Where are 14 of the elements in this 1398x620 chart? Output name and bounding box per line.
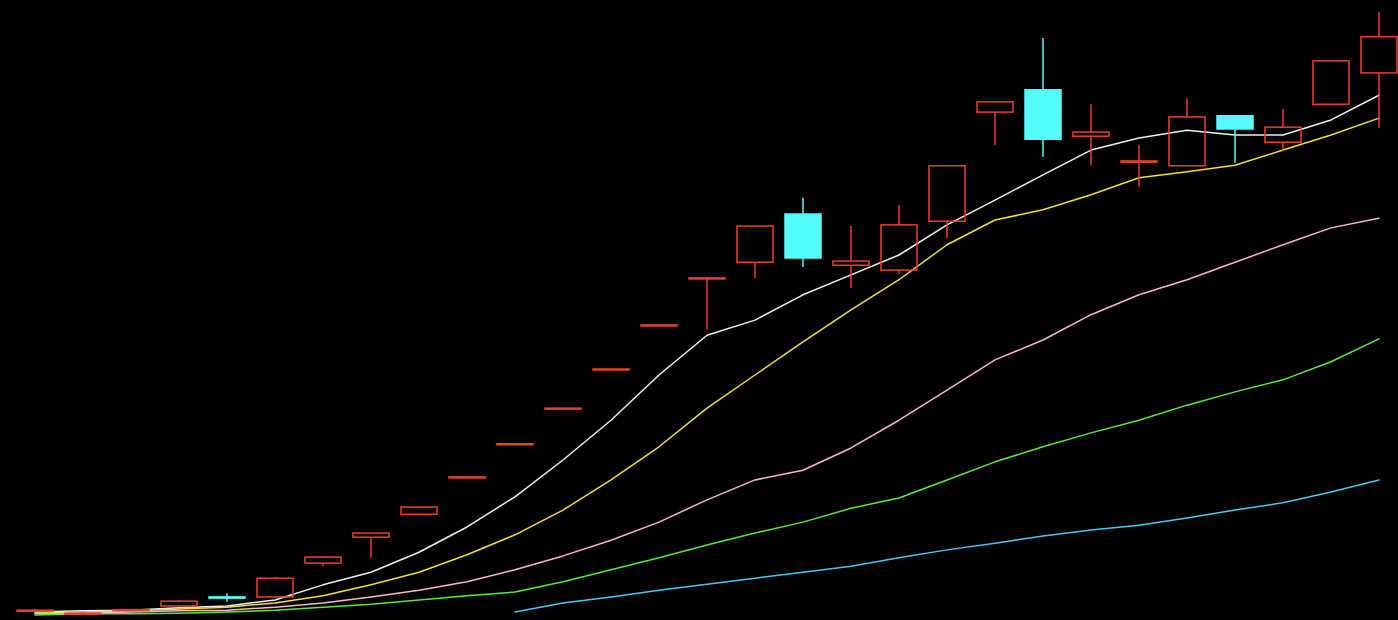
candlestick <box>640 324 678 327</box>
candlestick <box>496 443 534 446</box>
candlestick <box>880 204 918 275</box>
candlestick <box>1072 103 1110 166</box>
candlestick <box>1024 37 1062 158</box>
candlestick <box>832 225 870 289</box>
candlestick <box>448 476 486 479</box>
candlestick <box>544 407 582 410</box>
candlestick <box>784 196 822 268</box>
candlestick <box>1264 108 1302 153</box>
candlestick <box>1120 144 1158 188</box>
candlestick <box>208 592 246 603</box>
candlestick <box>592 368 630 371</box>
candlestick <box>1360 11 1398 129</box>
